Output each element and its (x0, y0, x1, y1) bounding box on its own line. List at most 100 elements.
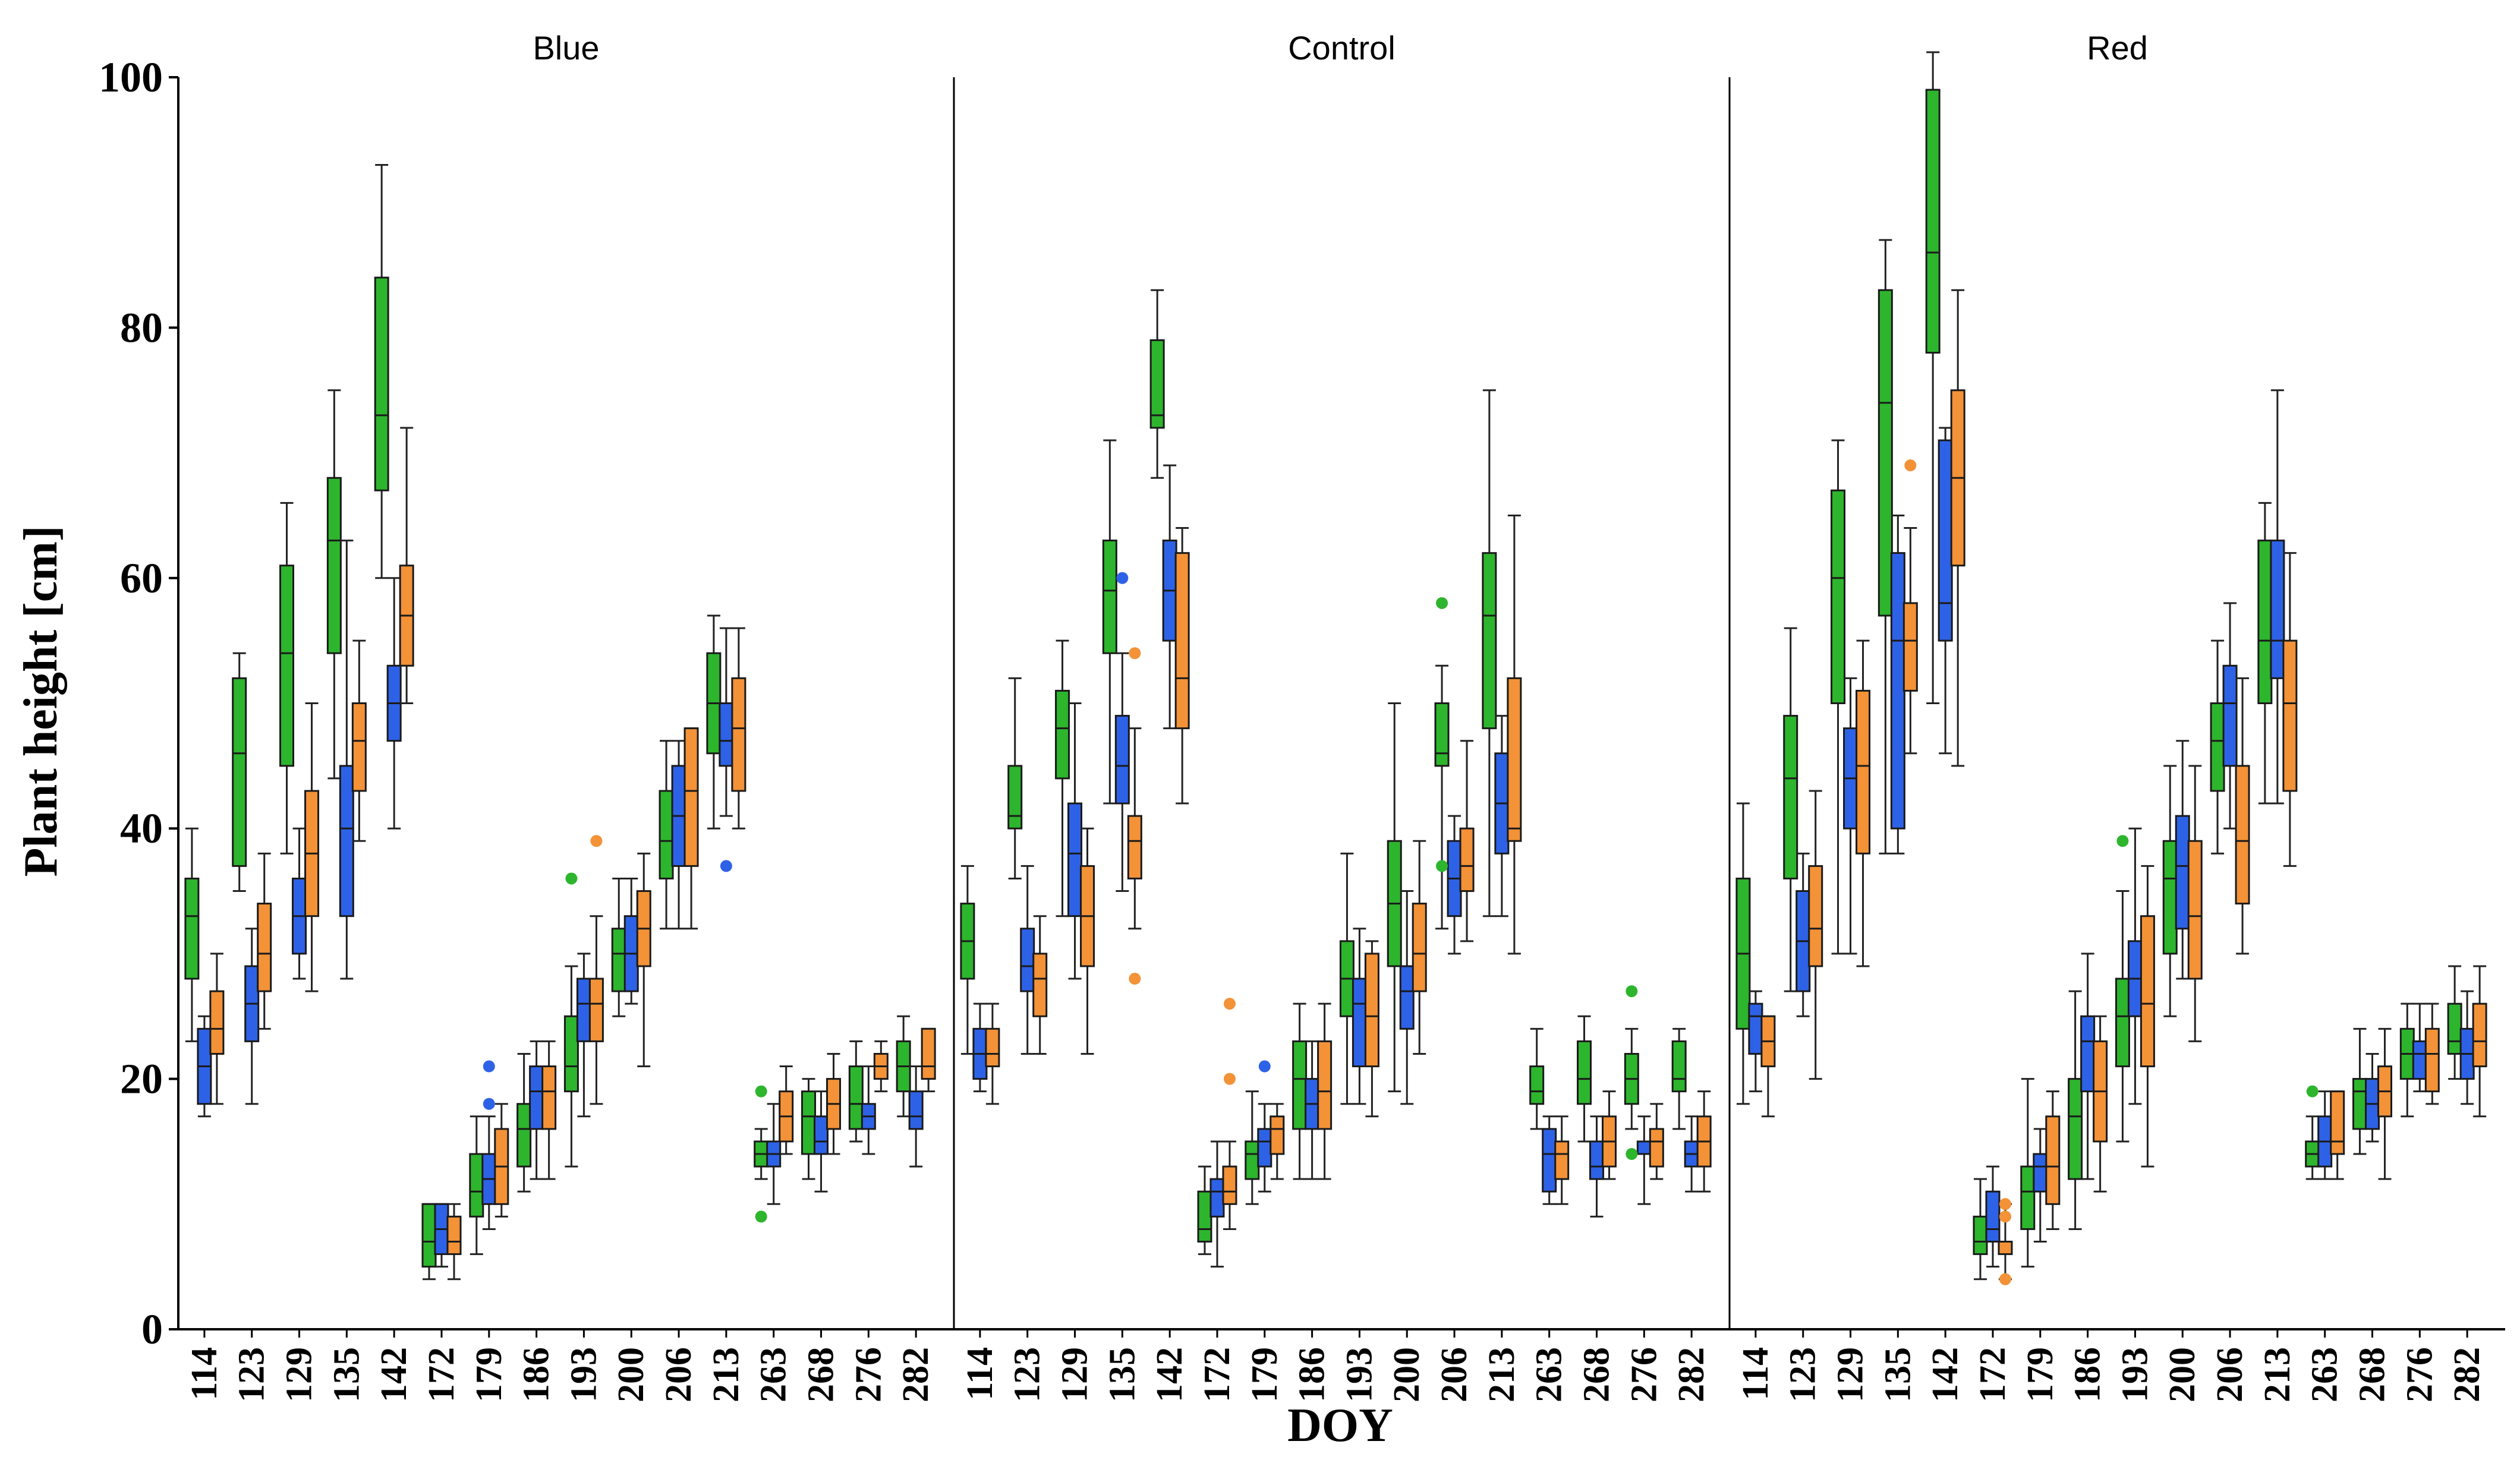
box (2270, 540, 2285, 679)
box (1412, 903, 1427, 992)
box-206-s0 (1434, 664, 1450, 930)
box-268-s0 (1577, 1015, 1592, 1143)
box (2080, 1015, 2096, 1093)
y-axis: 0 20 40 60 80 100 (99, 53, 179, 1353)
x-tick-label: 135 (1878, 1347, 1918, 1402)
x-tick-label: 276 (848, 1347, 889, 1402)
box (2210, 702, 2225, 792)
x-tick-label: 268 (2352, 1347, 2393, 1402)
box (1245, 1140, 1260, 1180)
box-135-s0 (1102, 439, 1117, 805)
box (279, 565, 295, 767)
box-114-s2 (1760, 1015, 1776, 1118)
box-179-s2 (494, 1103, 509, 1218)
box (1102, 540, 1117, 654)
box (2235, 765, 2250, 905)
box-200-s0 (611, 877, 626, 1017)
box (374, 276, 389, 491)
box (611, 928, 626, 992)
box (563, 1015, 579, 1093)
y-tick-label: 40 (120, 805, 163, 852)
box (446, 1215, 462, 1256)
outlier-point (1436, 597, 1448, 609)
box-200-s1 (2175, 740, 2190, 980)
x-axis: 114 123 129 135 142 172 179 186 193 200 206 213 263 2… (178, 1328, 2505, 1402)
box-114-s1 (197, 1015, 212, 1118)
box-268-s2 (2377, 1027, 2393, 1180)
box (1554, 1140, 1570, 1180)
x-tick-label: 186 (2068, 1347, 2108, 1402)
box (209, 990, 225, 1055)
box-123-s0 (232, 652, 247, 893)
x-tick-label: 206 (1434, 1347, 1475, 1402)
outlier-point (755, 1085, 767, 1098)
outlier-point (1116, 572, 1129, 584)
box-193-s2 (1364, 940, 1379, 1118)
box-186-s2 (1317, 1002, 1333, 1180)
box-114-s0 (960, 865, 975, 1055)
box-129-s1 (292, 827, 307, 980)
box (351, 702, 367, 792)
box (1856, 689, 1871, 854)
box-172-s1 (434, 1203, 449, 1268)
box-263-s1 (1542, 1115, 1557, 1205)
box (731, 677, 746, 792)
box (719, 702, 734, 767)
x-tick-label: 276 (2399, 1347, 2440, 1402)
box-263-s2 (779, 1065, 794, 1155)
box (1902, 602, 1918, 692)
box-276-s2 (2424, 1002, 2440, 1105)
x-tick-label: 263 (1529, 1347, 1570, 1402)
box-276-s1 (2412, 1002, 2427, 1093)
box (659, 790, 674, 879)
box-172-s0 (1973, 1178, 1988, 1281)
box-123-s0 (1783, 627, 1798, 992)
box-263-s2 (1554, 1115, 1570, 1205)
x-tick-label: 114 (184, 1347, 225, 1401)
box (1209, 1178, 1225, 1218)
box (1973, 1215, 1988, 1256)
box-179-s2 (1270, 1103, 1285, 1180)
box (232, 677, 247, 867)
box-172-s0 (1197, 1165, 1212, 1256)
box-193-s1 (1352, 928, 1367, 1105)
outlier-point (1999, 1210, 2011, 1223)
x-tick-label: 172 (1197, 1347, 1237, 1402)
x-tick-label: 135 (326, 1347, 367, 1402)
box-135-s2 (351, 639, 367, 842)
box-142-s2 (1950, 289, 1965, 767)
box (2033, 1153, 2048, 1193)
box-123-s0 (1007, 677, 1023, 879)
x-tick-label: 263 (754, 1347, 794, 1402)
box-186-s0 (516, 1052, 532, 1193)
box-213-s1 (1494, 715, 1510, 917)
box (814, 1115, 829, 1155)
box-200-s2 (636, 852, 651, 1068)
box-114-s2 (209, 953, 225, 1105)
box-206-s0 (659, 740, 674, 930)
x-tick-label: 172 (421, 1347, 462, 1402)
box (908, 1090, 924, 1130)
x-tick-label: 276 (1624, 1347, 1664, 1402)
box (848, 1065, 864, 1130)
box-193-s1 (2127, 827, 2143, 1105)
box (2140, 915, 2155, 1068)
box-263-s1 (766, 1103, 782, 1205)
box-213-s2 (2282, 552, 2298, 867)
box-193-s0 (563, 965, 579, 1168)
box (1636, 1140, 1652, 1155)
box-186-s1 (2080, 953, 2096, 1180)
box-142-s1 (1162, 464, 1177, 730)
box (1748, 1002, 1763, 1055)
box (1292, 1040, 1308, 1130)
box-114-s0 (1735, 802, 1751, 1105)
box (2257, 540, 2273, 705)
box (184, 877, 200, 980)
box-200-s0 (1387, 702, 1402, 1093)
box-276-s1 (861, 1065, 876, 1155)
x-tick-label: 123 (1783, 1347, 1823, 1402)
y-tick-label: 0 (141, 1306, 163, 1353)
box-129-s0 (279, 502, 295, 854)
box-282-s2 (1696, 1090, 1712, 1193)
